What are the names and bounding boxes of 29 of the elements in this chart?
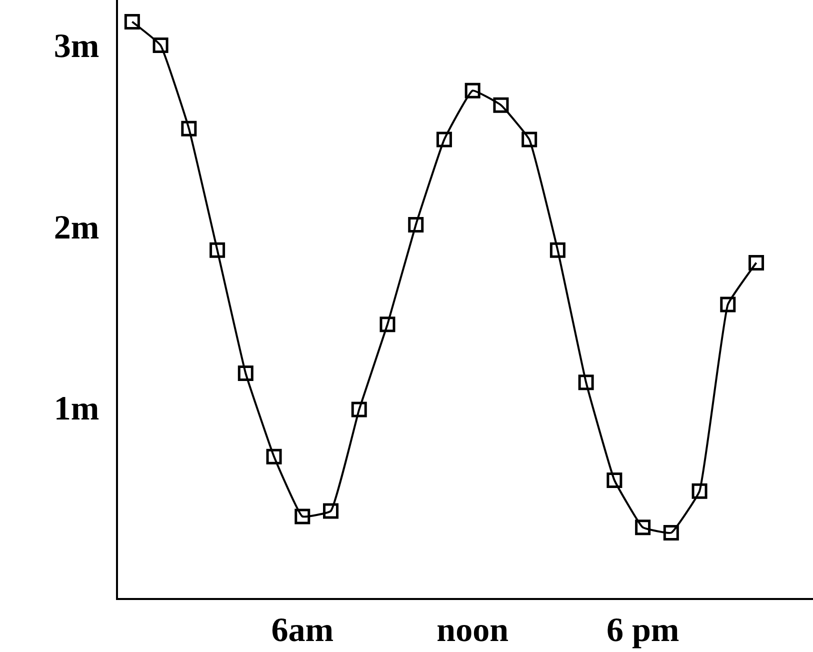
y-tick-label: 3m (54, 28, 100, 66)
point (323, 503, 339, 519)
point (351, 402, 367, 418)
point (578, 374, 594, 390)
point (210, 242, 226, 258)
point (408, 216, 424, 232)
point (152, 38, 168, 54)
x-tick-label: noon (436, 612, 509, 649)
point (238, 366, 254, 382)
point (748, 255, 764, 271)
point (635, 520, 651, 536)
point (294, 508, 310, 524)
x-tick-label: 6 pm (606, 612, 680, 649)
point (522, 132, 538, 148)
point (663, 525, 679, 541)
point (436, 132, 452, 148)
point (181, 120, 197, 136)
point (266, 448, 282, 464)
point (124, 14, 140, 30)
point (606, 472, 622, 488)
point (720, 296, 736, 312)
y-tick-label: 2m (54, 209, 100, 246)
x-tick-label: 6am (271, 612, 334, 649)
y-tick-label: 1m (54, 390, 100, 428)
point (380, 316, 396, 332)
point (493, 97, 509, 113)
point (464, 82, 480, 98)
point (692, 483, 708, 499)
point (550, 242, 566, 258)
